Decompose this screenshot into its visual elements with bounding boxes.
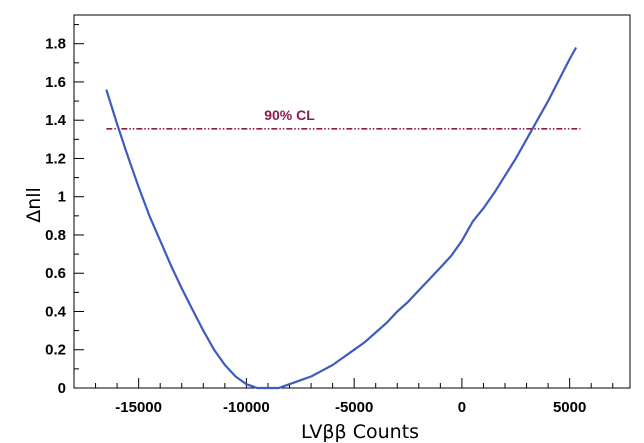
axis-tick-labels: -15000 -10000 -5000 0 5000 0 0.2 0.4 0.6 0.8 1 1.2 1…	[45, 36, 586, 416]
y-tick-label: 0.6	[45, 265, 66, 282]
y-tick-label: 1.2	[45, 150, 66, 167]
x-tick-label: 0	[458, 399, 466, 416]
y-tick-label: 0.2	[45, 342, 66, 359]
y-tick-label: 1.8	[45, 36, 66, 53]
series-line	[105, 46, 578, 390]
y-tick-label: 1	[58, 189, 66, 206]
y-tick-label: 0.4	[45, 303, 67, 320]
y-tick-label: 1.4	[45, 112, 67, 129]
x-tick-label: -10000	[223, 399, 270, 416]
y-tick-label: 1.6	[45, 74, 66, 91]
x-axis-title: LVββ Counts	[301, 421, 419, 443]
series-group	[105, 46, 578, 390]
x-tick-label: -15000	[115, 399, 162, 416]
x-tick-label: 5000	[553, 399, 586, 416]
cl-label: 90% CL	[264, 107, 315, 123]
axis-ticks	[74, 24, 614, 389]
x-tick-label: -5000	[335, 399, 373, 416]
cl-reference: 90% CL	[106, 107, 581, 130]
y-tick-label: 0.8	[45, 227, 66, 244]
plot-frame	[73, 14, 631, 389]
y-axis-title: Δnll	[23, 187, 45, 223]
y-tick-label: 0	[58, 380, 66, 397]
